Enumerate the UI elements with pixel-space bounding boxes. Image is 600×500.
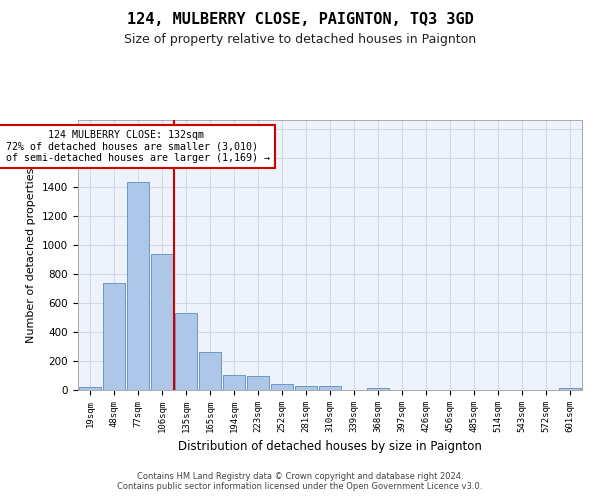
Bar — [199, 352, 221, 390]
Bar — [247, 376, 269, 390]
Text: Size of property relative to detached houses in Paignton: Size of property relative to detached ho… — [124, 32, 476, 46]
Text: 124 MULBERRY CLOSE: 132sqm  
← 72% of detached houses are smaller (3,010)
28% of: 124 MULBERRY CLOSE: 132sqm ← 72% of deta… — [0, 130, 270, 164]
Bar — [271, 384, 293, 390]
Bar — [559, 388, 581, 390]
Bar — [223, 375, 245, 390]
Bar — [319, 386, 341, 390]
X-axis label: Distribution of detached houses by size in Paignton: Distribution of detached houses by size … — [178, 440, 482, 454]
Bar — [295, 386, 317, 390]
Bar — [175, 313, 197, 390]
Text: 124, MULBERRY CLOSE, PAIGNTON, TQ3 3GD: 124, MULBERRY CLOSE, PAIGNTON, TQ3 3GD — [127, 12, 473, 28]
Y-axis label: Number of detached properties: Number of detached properties — [26, 168, 37, 342]
Bar — [103, 282, 125, 390]
Bar — [79, 387, 101, 390]
Bar — [151, 254, 173, 390]
Text: Contains public sector information licensed under the Open Government Licence v3: Contains public sector information licen… — [118, 482, 482, 491]
Bar — [367, 388, 389, 390]
Text: Contains HM Land Registry data © Crown copyright and database right 2024.: Contains HM Land Registry data © Crown c… — [137, 472, 463, 481]
Bar — [127, 182, 149, 390]
